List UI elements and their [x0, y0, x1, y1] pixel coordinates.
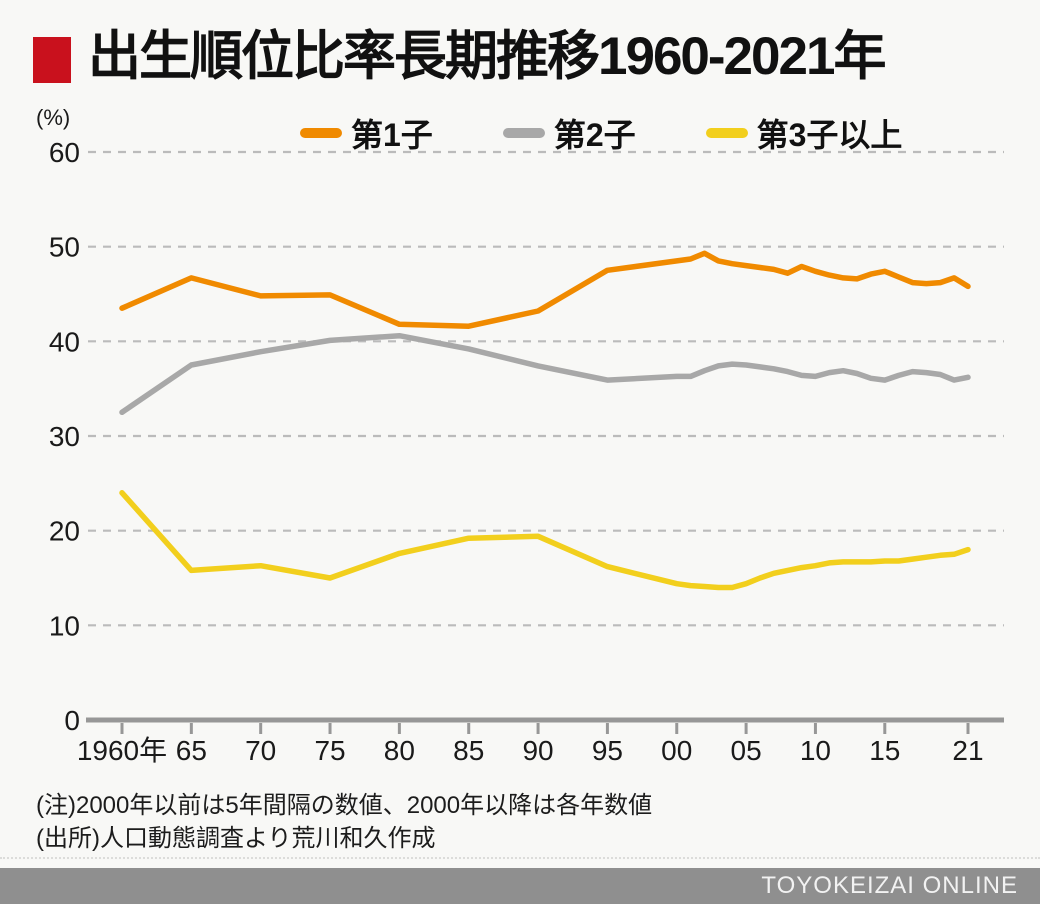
x-tick-label-2005: 05 — [731, 735, 762, 766]
x-tick-label-1995: 95 — [592, 735, 623, 766]
x-tick-label-1970: 70 — [245, 735, 276, 766]
footer-underlay — [0, 904, 1040, 910]
y-tick-label-50: 50 — [49, 232, 80, 263]
footer-brand: TOYOKEIZAI ONLINE — [761, 872, 1018, 899]
page-title: 出生順位比率長期推移1960-2021年 — [88, 27, 886, 86]
second-child-line-icon — [502, 128, 545, 138]
y-axis-unit-label: (%) — [36, 105, 71, 130]
legend-label-second-child: 第2子 — [553, 117, 636, 153]
legend-item-third-or-later: 第3子以上 — [705, 110, 903, 156]
legend-label-third-or-later: 第3子以上 — [756, 117, 903, 153]
y-tick-label-30: 30 — [49, 421, 80, 452]
legend-label-first-child: 第1子 — [351, 117, 433, 153]
x-tick-label-1965: 65 — [176, 735, 207, 766]
y-tick-label-20: 20 — [49, 516, 80, 547]
x-tick-label-2021: 21 — [952, 735, 983, 766]
note-line-2: (出所)人口動態調査より荒川和久作成 — [36, 825, 436, 852]
note-line-1: (注)2000年以前は5年間隔の数値、2000年以降は各年数値 — [36, 792, 653, 819]
third-or-later-line — [119, 490, 971, 591]
second-child-line — [119, 332, 971, 416]
y-tick-label-60: 60 — [49, 137, 80, 168]
legend-item-second-child: 第2子 — [502, 110, 636, 156]
x-tick-label-1990: 90 — [522, 735, 553, 766]
y-tick-label-0: 0 — [64, 705, 80, 736]
legend-item-first-child: 第1子 — [300, 110, 433, 156]
y-tick-label-10: 10 — [49, 610, 80, 641]
x-tick-label-2000: 00 — [661, 735, 692, 766]
x-tick-label-1985: 85 — [453, 735, 484, 766]
x-tick-label-2010: 10 — [800, 735, 831, 766]
red-square-icon — [33, 37, 71, 83]
notes-block: (注)2000年以前は5年間隔の数値、2000年以降は各年数値 (出所)人口動態… — [36, 789, 652, 855]
title-block: 出生順位比率長期推移1960-2021年 — [33, 27, 886, 86]
x-tick-label-1975: 75 — [314, 735, 345, 766]
birth-order-trend-chart: 0 10 20 30 40 50 60 1960年 65 70 75 80 85 90 95 00 05 10 15… — [49, 137, 1004, 766]
x-tick-label-1980: 80 — [384, 735, 415, 766]
chart-legend: 第1子 第2子 第3子以上 — [300, 110, 902, 156]
footer-bar: TOYOKEIZAI ONLINE — [0, 868, 1040, 904]
x-tick-label-1960: 1960年 — [77, 735, 167, 766]
third-or-later-line-icon — [705, 128, 748, 138]
first-child-line — [119, 250, 971, 329]
footer-divider — [0, 857, 1040, 859]
x-tick-label-2015: 15 — [869, 735, 900, 766]
y-tick-label-40: 40 — [49, 326, 80, 357]
first-child-line-icon — [300, 128, 342, 138]
